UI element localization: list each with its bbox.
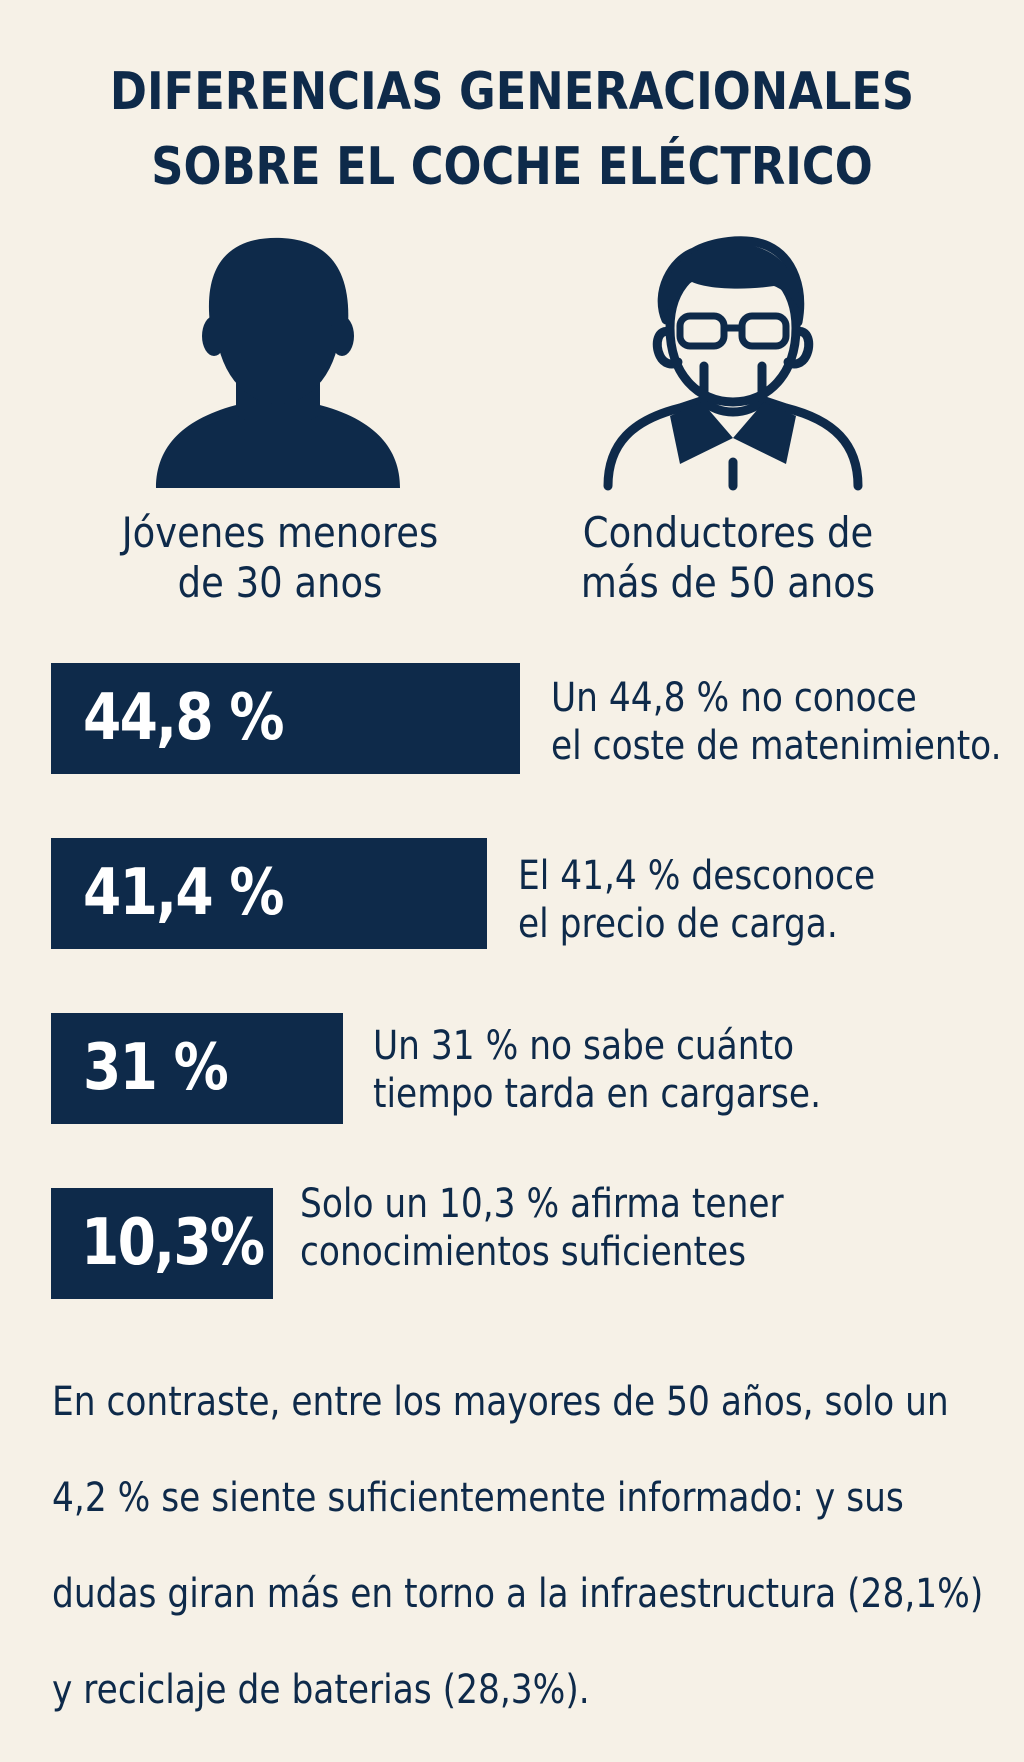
stat-bar-sufficient-knowledge: 10,3%	[51, 1188, 273, 1299]
young-group-label-line-2: de 30 anos	[177, 558, 383, 607]
stat-value: 41,4 %	[83, 856, 285, 930]
stat-description-line: Solo un 10,3 % afirma tener	[300, 1181, 784, 1227]
older-group-label: Conductores de más de 50 anos	[534, 508, 921, 608]
stat-description-line: conocimientos suficientes	[300, 1229, 747, 1275]
page-title-line-1: DIFERENCIAS GENERACIONALES	[109, 62, 915, 122]
stat-description-line: el precio de carga.	[518, 901, 838, 947]
footer-line: 4,2 % se siente suficientemente informad…	[52, 1475, 904, 1521]
stat-value: 31 %	[83, 1031, 229, 1105]
footer-paragraph: En contraste, entre los mayores de 50 añ…	[52, 1330, 998, 1762]
footer-line: En contraste, entre los mayores de 50 añ…	[52, 1379, 949, 1425]
stat-description-line: El 41,4 % desconoce	[518, 853, 876, 899]
page-title-line-2: SOBRE EL COCHE ELÉCTRICO	[151, 137, 873, 197]
older-group-label-line-1: Conductores de	[582, 508, 874, 557]
older-group-label-line-2: más de 50 anos	[580, 558, 876, 607]
stat-description-charging-time: Un 31 % no sabe cuánto tiempo tarda en c…	[373, 1022, 821, 1118]
stat-description-line: Un 31 % no sabe cuánto	[373, 1023, 795, 1069]
stat-description-charging-price: El 41,4 % desconoce el precio de carga.	[518, 852, 875, 948]
footer-line: dudas giran más en torno a la infraestru…	[52, 1571, 984, 1617]
stat-bar-charging-time: 31 %	[51, 1013, 343, 1124]
stat-value: 44,8 %	[83, 681, 285, 755]
stat-bar-maintenance-cost: 44,8 %	[51, 663, 520, 774]
footer-line: y reciclaje de baterias (28,3%).	[52, 1667, 590, 1713]
stat-bar-charging-price: 41,4 %	[51, 838, 487, 949]
stat-description-line: Un 44,8 % no conoce	[551, 675, 917, 721]
older-person-with-glasses-icon	[598, 232, 868, 494]
young-group-label-line-1: Jóvenes menores	[121, 508, 439, 557]
young-person-icon	[148, 232, 408, 494]
stat-description-maintenance-cost: Un 44,8 % no conoce el coste de matenimi…	[551, 674, 1002, 770]
stat-value: 10,3%	[81, 1206, 265, 1280]
stat-description-sufficient-knowledge: Solo un 10,3 % afirma tener conocimiento…	[300, 1180, 784, 1276]
stat-description-line: tiempo tarda en cargarse.	[373, 1071, 822, 1117]
young-group-label: Jóvenes menores de 30 anos	[86, 508, 473, 608]
stat-description-line: el coste de matenimiento.	[551, 723, 1002, 769]
